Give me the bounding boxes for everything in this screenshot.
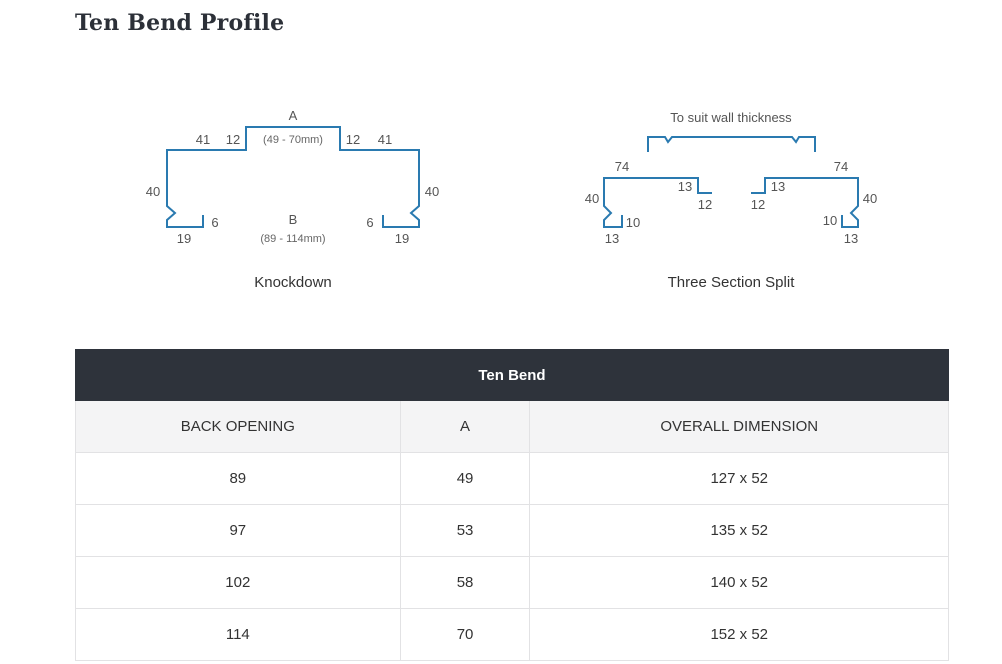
profile-diagrams: A (49 - 70mm) 41 12 12 41 40 40 6 6 19 1… xyxy=(146,108,877,291)
cell-a: 53 xyxy=(399,504,531,557)
split-dim-left-foot: 13 xyxy=(605,231,619,246)
page-title: Ten Bend Profile xyxy=(75,10,285,36)
split-dim-left-return: 10 xyxy=(626,215,640,230)
knockdown-dim-top-right-outer: 41 xyxy=(378,132,392,147)
cell-overall-dimension: 135 x 52 xyxy=(529,504,949,557)
knockdown-dim-right-foot: 19 xyxy=(395,231,409,246)
knockdown-dim-top-right-inner: 12 xyxy=(346,132,360,147)
knockdown-range-b: (89 - 114mm) xyxy=(260,233,325,245)
split-left-section-line xyxy=(603,177,712,228)
knockdown-dim-top-left-inner: 12 xyxy=(226,132,240,147)
knockdown-label-a: A xyxy=(289,108,298,123)
knockdown-dim-right-return: 6 xyxy=(366,215,373,230)
cell-back-opening: 89 xyxy=(75,452,401,505)
split-top-bracket xyxy=(647,136,816,152)
split-top-note: To suit wall thickness xyxy=(670,110,792,125)
split-dim-right-inner: 13 xyxy=(771,179,785,194)
knockdown-dim-left-side: 40 xyxy=(146,184,160,199)
split-dim-left-side: 40 xyxy=(585,191,599,206)
cell-back-opening: 102 xyxy=(75,556,401,609)
table-row: 114 70 152 x 52 xyxy=(75,608,949,661)
split-dim-right-foot: 13 xyxy=(844,231,858,246)
knockdown-dim-left-return: 6 xyxy=(211,215,218,230)
cell-a: 58 xyxy=(399,556,531,609)
split-dim-left-inner: 13 xyxy=(678,179,692,194)
knockdown-dim-top-left-outer: 41 xyxy=(196,132,210,147)
header-overall-dimension: OVERALL DIMENSION xyxy=(529,400,949,453)
knockdown-label-b: B xyxy=(289,212,298,227)
split-right-section-line xyxy=(751,177,859,228)
split-dim-right-top: 74 xyxy=(834,159,848,174)
split-dim-right-side: 40 xyxy=(863,191,877,206)
knockdown-dim-right-side: 40 xyxy=(425,184,439,199)
cell-back-opening: 114 xyxy=(75,608,401,661)
cell-overall-dimension: 152 x 52 xyxy=(529,608,949,661)
ten-bend-table: Ten Bend BACK OPENING A OVERALL DIMENSIO… xyxy=(75,349,949,661)
split-diagram: To suit wall thickness 74 74 13 13 12 12… xyxy=(585,110,877,291)
knockdown-caption: Knockdown xyxy=(254,274,332,291)
split-dim-right-return: 10 xyxy=(823,213,837,228)
header-a: A xyxy=(399,400,531,453)
split-dim-left-top: 74 xyxy=(615,159,629,174)
table-header-row: BACK OPENING A OVERALL DIMENSION xyxy=(75,400,949,453)
table-title: Ten Bend xyxy=(75,349,949,401)
cell-back-opening: 97 xyxy=(75,504,401,557)
split-dim-left-lip: 12 xyxy=(698,197,712,212)
cell-a: 49 xyxy=(399,452,531,505)
table-row: 102 58 140 x 52 xyxy=(75,556,949,609)
knockdown-profile-line xyxy=(166,126,420,228)
cell-overall-dimension: 140 x 52 xyxy=(529,556,949,609)
table-row: 89 49 127 x 52 xyxy=(75,452,949,505)
knockdown-diagram: A (49 - 70mm) 41 12 12 41 40 40 6 6 19 1… xyxy=(146,108,439,291)
table-row: 97 53 135 x 52 xyxy=(75,504,949,557)
knockdown-range-a: (49 - 70mm) xyxy=(263,134,323,146)
knockdown-dim-left-foot: 19 xyxy=(177,231,191,246)
cell-overall-dimension: 127 x 52 xyxy=(529,452,949,505)
header-back-opening: BACK OPENING xyxy=(75,400,401,453)
split-caption: Three Section Split xyxy=(668,274,796,291)
split-dim-right-lip: 12 xyxy=(751,197,765,212)
cell-a: 70 xyxy=(399,608,531,661)
